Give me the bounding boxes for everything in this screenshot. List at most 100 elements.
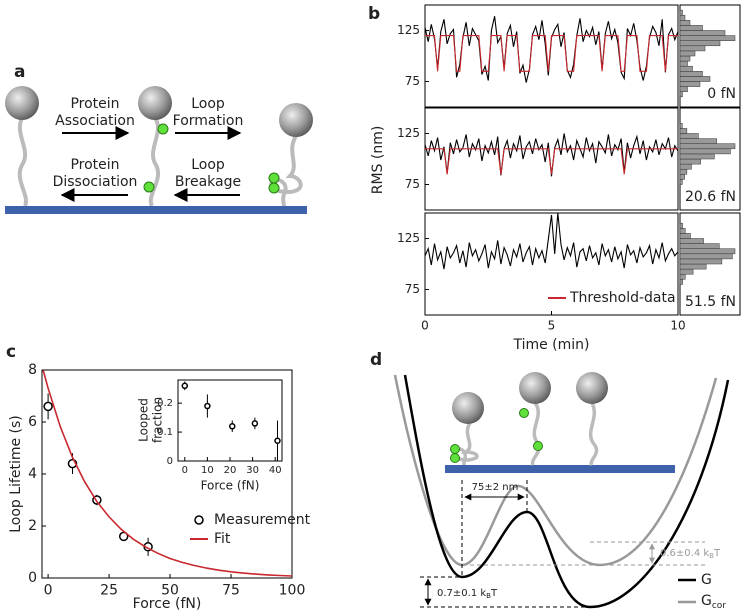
marker — [274, 437, 281, 444]
distance-label: 75±2 nm — [472, 482, 519, 493]
energy-label: 0.7±0.1 kBT — [437, 588, 498, 600]
energy-label: 0.6±0.4 kBT — [660, 548, 721, 560]
hist-bar — [679, 14, 686, 21]
data-line — [425, 35, 678, 72]
x-tick-label: 10 — [201, 465, 214, 476]
panel-a — [5, 86, 313, 214]
text: G — [701, 593, 712, 609]
panel-label: d — [370, 350, 382, 370]
y-tick-label: 75 — [405, 282, 420, 296]
y-tick-label: 0 — [167, 456, 173, 467]
y-tick-label: 125 — [397, 231, 420, 245]
hist-bar — [679, 123, 683, 129]
hist-bar — [679, 30, 726, 36]
y-axis-label: Looped — [137, 398, 151, 442]
step-label: Loop — [191, 157, 225, 173]
data-line — [425, 148, 678, 175]
y-tick-label: 125 — [397, 126, 420, 140]
annotation: 20.6 fN — [685, 189, 736, 205]
x-tick-label: 100 — [279, 583, 306, 599]
hist-bar — [679, 35, 736, 41]
hist-bar — [679, 81, 701, 87]
hist-bar — [679, 86, 688, 92]
marker — [43, 401, 53, 412]
legend-label: Threshold-data — [569, 290, 676, 306]
hist-bar — [679, 50, 696, 57]
plot-frame — [424, 107, 679, 211]
step-label: Formation — [173, 113, 244, 129]
hist-bar — [679, 268, 694, 275]
hist-bar — [679, 133, 699, 139]
hist-bar — [679, 174, 685, 180]
y-tick-label: 8 — [28, 362, 37, 378]
step-label: Association — [55, 113, 135, 129]
y-axis-label: fraction — [151, 397, 165, 443]
x-tick-label: 10 — [670, 319, 685, 333]
hist-bar — [679, 20, 691, 26]
text: 0.7±0.1 k — [437, 588, 486, 599]
legend-label: G — [701, 572, 712, 588]
hist-bar — [679, 253, 733, 260]
hist-bar — [679, 143, 736, 150]
hist-bar — [679, 273, 686, 280]
text: cor — [712, 601, 726, 611]
hist-bar — [679, 45, 706, 52]
data-line — [424, 16, 679, 83]
marker — [251, 420, 259, 427]
y-tick-label: 6 — [28, 414, 37, 430]
hist-bar — [679, 233, 691, 239]
hist-bar — [679, 138, 717, 144]
hist-bar — [679, 60, 688, 67]
y-axis-label: RMS (nm) — [370, 126, 386, 195]
y-tick-label: 125 — [397, 23, 420, 37]
panel-label: b — [368, 4, 380, 24]
x-tick-label: 30 — [246, 465, 259, 476]
hist-bar — [679, 76, 711, 82]
step-label: Dissociation — [53, 174, 138, 190]
x-tick-label: 0 — [421, 319, 429, 333]
hist-bar — [679, 9, 683, 16]
y-tick-label: 4 — [28, 466, 37, 482]
y-tick-label: 0 — [28, 570, 37, 586]
x-axis-label: Force (fN) — [133, 596, 202, 612]
annotation: 51.5 fN — [685, 294, 736, 310]
hist-bar — [679, 71, 703, 77]
hist-bar — [679, 248, 736, 255]
text: G — [701, 572, 712, 588]
y-tick-label: 2 — [28, 518, 37, 534]
marker — [229, 423, 236, 430]
plot-frame — [177, 379, 283, 462]
x-axis-label: Force (fN) — [201, 479, 260, 493]
legend-label: Measurement — [214, 512, 311, 528]
panel-d — [393, 372, 730, 609]
annotation: 0 fN — [707, 86, 736, 102]
x-tick-label: 5 — [548, 319, 556, 333]
text: B — [486, 592, 491, 600]
x-tick-label: 75 — [222, 583, 240, 599]
marker — [181, 382, 189, 390]
legend-swatch — [194, 515, 204, 525]
text: T — [713, 548, 721, 559]
y-tick-label: 75 — [405, 74, 420, 88]
hist-bar — [679, 222, 683, 229]
marker — [204, 402, 211, 410]
y-axis-label: Loop Lifetime (s) — [8, 415, 24, 533]
hist-bar — [679, 153, 715, 160]
text: B — [709, 552, 714, 560]
x-tick-label: 0 — [182, 465, 188, 476]
hist-bar — [679, 228, 686, 234]
hist-bar — [679, 65, 693, 72]
x-tick-label: 20 — [224, 465, 237, 476]
hist-bar — [679, 243, 720, 249]
hist-bar — [679, 148, 731, 155]
x-axis-label: Time (min) — [512, 337, 589, 353]
step-label: Protein — [70, 96, 119, 112]
hist-bar — [679, 163, 692, 170]
hist-bar — [679, 55, 691, 62]
y-tick-label: 0.2 — [157, 398, 173, 409]
hist-bar — [679, 91, 683, 98]
text: T — [490, 588, 498, 599]
text: 0.6±0.4 k — [660, 548, 709, 559]
marker — [118, 531, 129, 542]
